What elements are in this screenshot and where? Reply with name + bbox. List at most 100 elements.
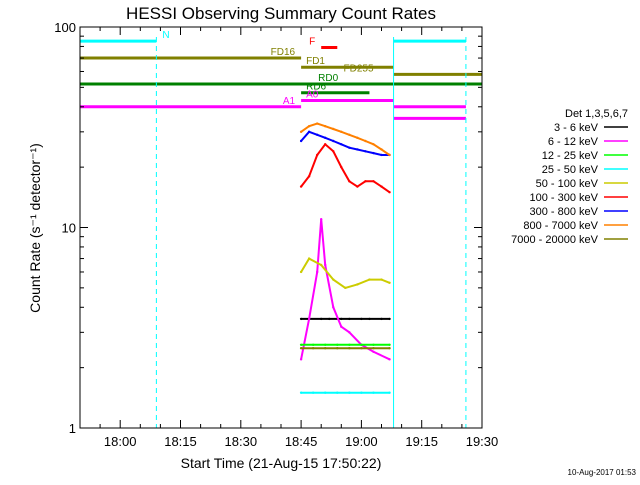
x-tick-label-2: 18:30 bbox=[225, 434, 258, 449]
axes-layer: 18:00 18:15 18:30 18:45 19:00 19:15 19:30 1 10 10… bbox=[54, 20, 498, 449]
series-0-point-3 bbox=[328, 317, 331, 321]
series-6-point-10 bbox=[380, 153, 383, 157]
series-8-point-3 bbox=[336, 347, 339, 350]
series-7-point-4 bbox=[332, 127, 335, 131]
series-6-point-1 bbox=[307, 130, 311, 134]
series-0-point-7 bbox=[368, 317, 371, 321]
series-1-point-5 bbox=[332, 306, 335, 309]
series-7-point-6 bbox=[348, 133, 351, 136]
series-line-7 bbox=[300, 122, 391, 156]
day-night-markers-layer bbox=[155, 37, 467, 428]
series-2-point-4 bbox=[348, 343, 351, 346]
series-3-point-7 bbox=[388, 391, 391, 394]
y-axis-label: Count Rate (s⁻¹ detector⁻¹) bbox=[27, 143, 43, 313]
series-4-point-6 bbox=[368, 278, 371, 281]
series-7-point-0 bbox=[299, 130, 303, 134]
legend-label-5: 100 - 300 keV bbox=[530, 192, 599, 204]
footer-timestamp: 10-Aug-2017 01:53 bbox=[568, 468, 637, 477]
series-7-point-8 bbox=[364, 139, 367, 143]
series-8-point-0 bbox=[299, 347, 303, 350]
legend-label-8: 7000 - 20000 keV bbox=[511, 234, 599, 246]
series-2-point-1 bbox=[311, 343, 315, 346]
series-3-point-3 bbox=[336, 391, 339, 394]
flag-label-rd6: RD6 bbox=[306, 82, 326, 93]
series-5-point-3 bbox=[324, 143, 327, 146]
series-3-point-0 bbox=[299, 391, 303, 394]
series-2-point-6 bbox=[372, 343, 375, 346]
series-layer bbox=[299, 122, 391, 394]
flag-label-a1: A1 bbox=[283, 96, 296, 107]
series-6-point-2 bbox=[315, 133, 319, 136]
series-8-point-5 bbox=[360, 347, 363, 350]
flag-label-a0: A0 bbox=[306, 89, 319, 100]
series-3-point-4 bbox=[348, 391, 351, 394]
y-tick-label-1: 10 bbox=[62, 221, 76, 236]
series-3-point-6 bbox=[372, 391, 375, 394]
series-8-point-7 bbox=[388, 347, 391, 350]
x-tick-label-3: 18:45 bbox=[285, 434, 318, 449]
legend-title: Det 1,3,5,6,7 bbox=[565, 108, 628, 120]
series-5-point-11 bbox=[388, 190, 391, 194]
series-8-point-6 bbox=[372, 347, 375, 350]
flag-label-n: N bbox=[162, 30, 169, 41]
series-3-point-1 bbox=[311, 391, 315, 394]
series-6-point-7 bbox=[356, 148, 359, 151]
series-0-point-8 bbox=[380, 317, 383, 321]
series-1-point-1 bbox=[307, 317, 311, 321]
series-4-point-3 bbox=[332, 278, 335, 281]
series-8-point-2 bbox=[324, 347, 327, 350]
legend-label-4: 50 - 100 keV bbox=[536, 178, 599, 190]
flag-label-fd255: FD255 bbox=[344, 63, 374, 74]
legend-label-3: 25 - 50 keV bbox=[542, 164, 599, 176]
series-7-point-11 bbox=[388, 153, 391, 157]
series-0-point-2 bbox=[320, 317, 323, 321]
series-4-point-7 bbox=[380, 278, 383, 281]
series-line-5 bbox=[300, 142, 391, 194]
legend-label-7: 800 - 7000 keV bbox=[523, 220, 598, 232]
series-3-point-2 bbox=[324, 391, 327, 394]
legend-label-2: 12 - 25 keV bbox=[542, 150, 599, 162]
y-tick-label-0: 1 bbox=[69, 421, 76, 436]
x-tick-label-1: 18:15 bbox=[164, 434, 197, 449]
x-tick-label-4: 19:00 bbox=[345, 434, 378, 449]
x-tick-label-5: 19:15 bbox=[405, 434, 438, 449]
series-6-point-5 bbox=[340, 143, 343, 146]
series-1-point-10 bbox=[388, 358, 391, 361]
flag-label-rd0: RD0 bbox=[318, 73, 338, 84]
series-2-point-2 bbox=[324, 343, 327, 346]
series-6-point-6 bbox=[348, 146, 351, 149]
series-5-point-2 bbox=[315, 153, 319, 157]
series-5-point-10 bbox=[380, 185, 383, 188]
series-5-point-6 bbox=[348, 180, 351, 183]
series-5-point-8 bbox=[364, 180, 367, 183]
series-0-point-5 bbox=[348, 317, 351, 321]
series-6-point-8 bbox=[364, 150, 367, 153]
series-1-point-7 bbox=[348, 331, 351, 334]
series-4-point-4 bbox=[344, 286, 347, 290]
series-2-point-7 bbox=[388, 343, 391, 346]
series-2-point-5 bbox=[360, 343, 363, 346]
series-2-point-0 bbox=[299, 343, 303, 346]
series-6-point-9 bbox=[372, 151, 375, 155]
series-6-point-4 bbox=[332, 139, 335, 143]
series-5-point-5 bbox=[340, 165, 343, 169]
series-5-point-0 bbox=[299, 185, 303, 188]
flag-label-fd1: FD1 bbox=[306, 56, 325, 67]
series-line-1 bbox=[300, 219, 390, 361]
series-line-6 bbox=[300, 130, 390, 156]
series-1-point-3 bbox=[320, 218, 323, 221]
series-0-point-4 bbox=[340, 317, 343, 321]
flag-label-f: F bbox=[309, 37, 315, 48]
series-4-point-8 bbox=[388, 281, 391, 284]
series-1-point-4 bbox=[324, 263, 327, 267]
series-7-point-9 bbox=[372, 143, 375, 146]
series-0-point-6 bbox=[360, 317, 363, 321]
legend-label-1: 6 - 12 keV bbox=[548, 136, 599, 148]
series-7-point-5 bbox=[340, 130, 343, 134]
series-5-point-9 bbox=[372, 180, 375, 183]
series-0-point-0 bbox=[299, 317, 303, 321]
series-0-point-9 bbox=[388, 317, 391, 321]
series-6-point-3 bbox=[324, 136, 327, 140]
